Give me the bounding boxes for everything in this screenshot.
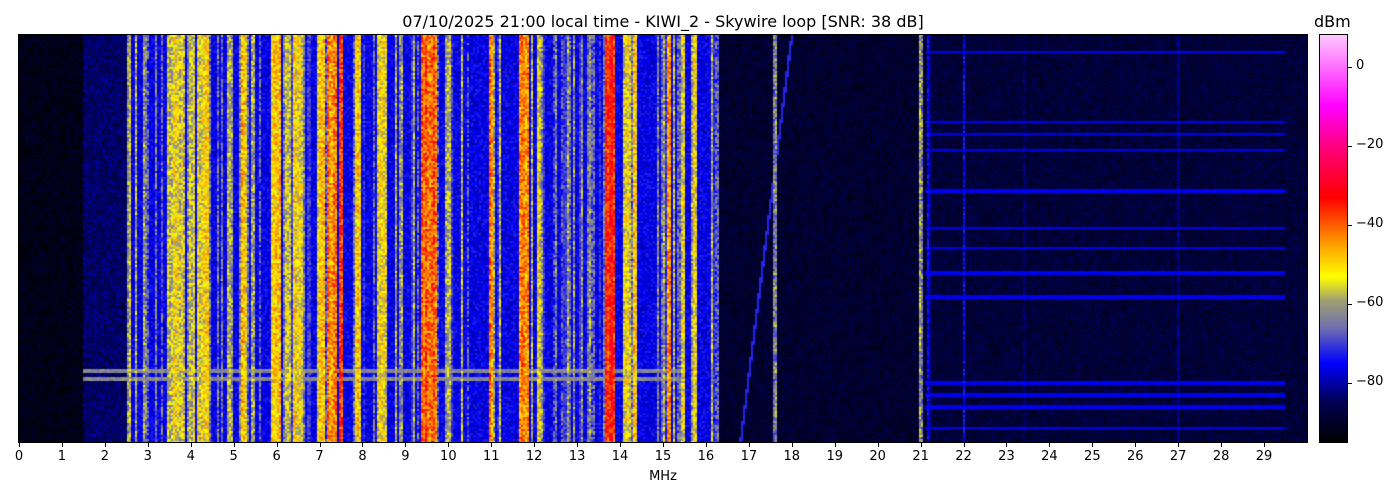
x-axis-label: MHz [649, 469, 677, 484]
x-tick-label: 19 [826, 449, 843, 464]
x-tick-mark [61, 442, 63, 447]
x-tick-mark [405, 442, 407, 447]
x-tick-mark [1006, 442, 1008, 447]
x-tick-label: 5 [229, 449, 238, 464]
x-tick-label: 29 [1255, 449, 1273, 464]
x-tick-label: 7 [315, 449, 324, 464]
colorbar-tick-mark [1347, 145, 1352, 147]
x-tick-label: 2 [100, 449, 109, 464]
x-tick-mark [319, 442, 321, 447]
x-tick-mark [834, 442, 836, 447]
colorbar-tick-label: −40 [1356, 215, 1384, 231]
x-tick-mark [1092, 442, 1094, 447]
x-tick-label: 28 [1212, 449, 1230, 464]
x-tick-label: 21 [912, 449, 929, 464]
x-tick-mark [1135, 442, 1137, 447]
x-tick-label: 6 [272, 449, 281, 464]
x-tick-label: 22 [955, 449, 972, 464]
x-tick-mark [276, 442, 278, 447]
x-tick-mark [1221, 442, 1223, 447]
x-tick-label: 9 [401, 449, 410, 464]
x-tick-mark [577, 442, 579, 447]
x-tick-mark [448, 442, 450, 447]
x-tick-label: 17 [740, 449, 758, 464]
colorbar [1319, 34, 1348, 443]
x-tick-mark [1178, 442, 1180, 447]
x-tick-mark [1264, 442, 1266, 447]
x-tick-mark [620, 442, 622, 447]
x-tick-label: 11 [482, 449, 500, 464]
x-tick-label: 8 [358, 449, 367, 464]
x-tick-mark [663, 442, 664, 447]
x-tick-label: 10 [440, 449, 457, 464]
colorbar-tick-mark [1347, 66, 1352, 68]
colorbar-tick-mark [1347, 382, 1352, 384]
x-tick-mark [19, 442, 20, 447]
x-tick-label: 23 [998, 449, 1015, 464]
x-tick-label: 16 [697, 449, 715, 464]
x-tick-mark [362, 442, 364, 447]
x-tick-mark [104, 442, 106, 447]
colorbar-tick-mark [1347, 303, 1352, 305]
x-tick-mark [534, 442, 536, 447]
x-tick-mark [233, 442, 235, 447]
colorbar-tick-label: −80 [1356, 373, 1384, 389]
x-tick-mark [1049, 442, 1051, 447]
x-tick-mark [190, 442, 192, 447]
x-tick-label: 25 [1084, 449, 1101, 464]
x-tick-mark [748, 442, 750, 447]
x-tick-mark [920, 442, 922, 447]
x-tick-mark [705, 442, 707, 447]
colorbar-tick-label: −60 [1356, 294, 1384, 310]
x-tick-label: 27 [1169, 449, 1187, 464]
colorbar-tick-mark [1347, 224, 1352, 226]
x-tick-label: 1 [57, 449, 67, 464]
colorbar-tick-label: −20 [1356, 136, 1384, 152]
x-tick-mark [791, 442, 793, 447]
spectrogram-heatmap [18, 34, 1308, 443]
x-tick-mark [963, 442, 965, 447]
x-tick-label: 0 [14, 449, 24, 464]
colorbar-tick-label: 0 [1356, 57, 1365, 73]
x-tick-label: 3 [143, 449, 152, 464]
x-tick-label: 20 [869, 449, 886, 464]
x-tick-mark [491, 442, 493, 447]
x-tick-label: 15 [654, 449, 672, 464]
x-tick-mark [877, 442, 879, 447]
x-tick-label: 26 [1126, 449, 1144, 464]
x-tick-label: 12 [525, 449, 543, 464]
x-tick-mark [147, 442, 149, 447]
x-tick-label: 24 [1041, 449, 1058, 464]
x-tick-label: 4 [186, 449, 195, 464]
x-tick-label: 14 [611, 449, 629, 464]
chart-title: 07/10/2025 21:00 local time - KIWI_2 - S… [402, 12, 924, 31]
x-tick-label: 13 [568, 449, 586, 464]
x-tick-label: 18 [783, 449, 801, 464]
colorbar-label: dBm [1314, 12, 1351, 31]
